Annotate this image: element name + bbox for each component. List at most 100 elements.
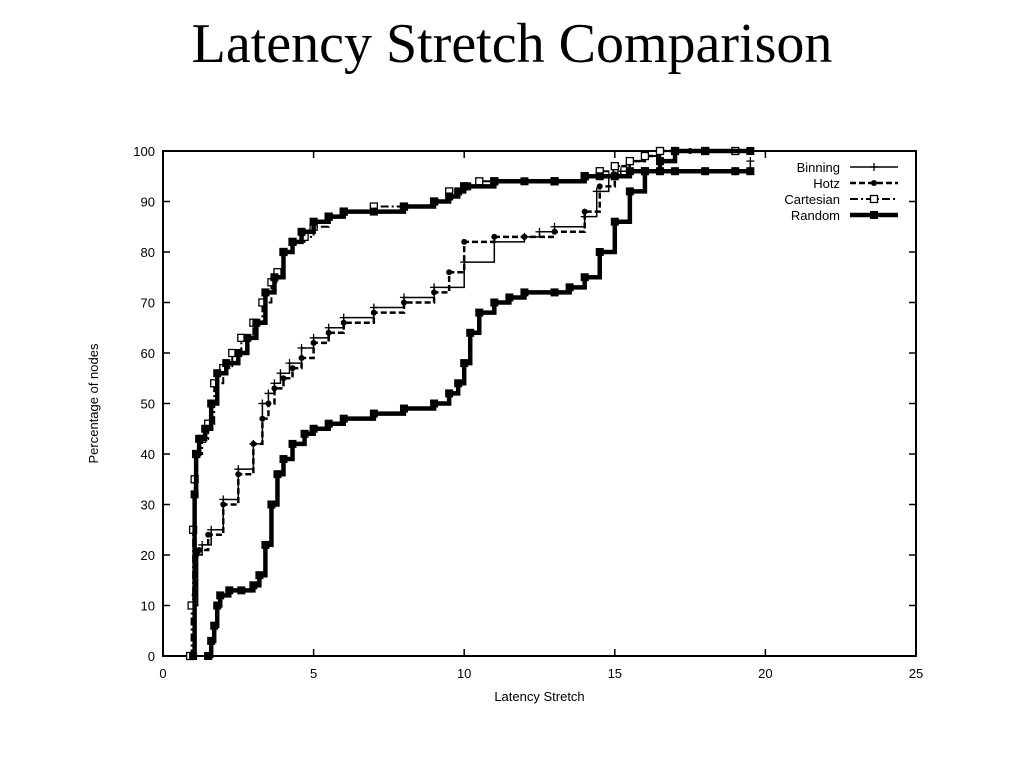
data-point	[520, 288, 529, 297]
data-point	[466, 328, 475, 337]
x-tick-label: 20	[758, 666, 772, 681]
y-tick-label: 90	[141, 195, 155, 210]
x-tick-label: 25	[909, 666, 923, 681]
data-point	[431, 289, 438, 296]
data-point	[445, 389, 454, 398]
data-point	[340, 319, 347, 326]
x-tick-label: 15	[608, 666, 622, 681]
data-point	[339, 207, 348, 216]
data-point	[252, 318, 261, 327]
data-point	[189, 652, 198, 660]
y-tick-label: 0	[148, 649, 155, 664]
slide-title: Latency Stretch Comparison	[191, 13, 833, 75]
data-point	[279, 248, 288, 256]
data-point	[463, 182, 472, 191]
data-point	[273, 470, 282, 479]
data-point	[235, 471, 242, 478]
data-point	[220, 501, 227, 508]
data-point	[869, 194, 879, 204]
legend-label: Cartesian	[784, 192, 840, 207]
data-point	[655, 157, 664, 166]
data-point	[445, 192, 454, 201]
data-point	[565, 283, 574, 292]
data-point	[369, 409, 378, 418]
data-point	[731, 167, 740, 176]
y-tick-label: 10	[141, 599, 155, 614]
data-point	[297, 227, 306, 236]
data-point	[610, 172, 619, 181]
data-point	[280, 375, 287, 382]
data-point	[595, 248, 604, 256]
data-point	[216, 591, 225, 600]
data-point	[289, 365, 296, 372]
data-point	[701, 147, 710, 155]
data-point	[310, 339, 317, 346]
data-point	[243, 333, 252, 342]
data-point	[701, 167, 710, 176]
data-point	[550, 288, 559, 297]
plot-frame	[162, 150, 917, 657]
data-point	[399, 404, 408, 413]
data-point	[640, 151, 650, 161]
y-axis-label: Percentage of nodes	[86, 343, 101, 463]
data-point	[259, 415, 266, 422]
data-point	[475, 308, 484, 317]
series-binning	[189, 157, 755, 660]
data-point	[671, 147, 680, 155]
data-point	[222, 359, 231, 368]
data-point	[460, 359, 469, 368]
data-point	[207, 636, 216, 645]
data-point	[279, 455, 288, 464]
data-point	[610, 161, 619, 171]
data-point	[870, 211, 878, 219]
data-point	[610, 217, 619, 226]
series-line	[190, 150, 736, 657]
plot-area	[162, 150, 917, 657]
data-point	[237, 586, 246, 595]
data-point	[325, 329, 332, 336]
legend-label: Binning	[797, 160, 840, 175]
data-point	[505, 293, 514, 302]
data-point	[595, 172, 604, 181]
data-point	[190, 490, 199, 499]
data-point	[192, 450, 201, 458]
data-point	[300, 429, 309, 438]
legend-label: Random	[791, 208, 840, 223]
x-tick-label: 10	[457, 666, 471, 681]
y-tick-label: 100	[133, 144, 155, 159]
x-tick-label: 5	[310, 666, 317, 681]
series-random	[189, 167, 755, 660]
data-point	[204, 652, 213, 660]
data-point	[746, 147, 755, 155]
data-point	[250, 440, 257, 447]
data-point	[324, 419, 333, 428]
data-point	[309, 217, 318, 226]
data-point	[521, 233, 528, 240]
data-point	[261, 288, 270, 297]
data-point	[581, 208, 588, 215]
data-point	[265, 400, 272, 407]
data-point	[288, 237, 297, 246]
data-point	[520, 177, 529, 186]
data-point	[369, 207, 378, 216]
data-point	[454, 187, 463, 196]
data-point	[871, 180, 877, 186]
data-point	[446, 269, 453, 276]
series-random-2	[204, 147, 755, 660]
data-point	[271, 385, 278, 392]
data-point	[255, 571, 264, 580]
data-point	[746, 167, 755, 176]
data-point	[213, 369, 222, 378]
data-point	[625, 167, 634, 176]
data-point	[309, 424, 318, 433]
y-tick-label: 50	[141, 397, 155, 412]
x-tick-label: 0	[159, 666, 166, 681]
data-point	[225, 586, 234, 595]
y-tick-label: 70	[141, 296, 155, 311]
data-point	[399, 202, 408, 211]
data-point	[671, 167, 680, 176]
y-tick-label: 20	[141, 548, 155, 563]
data-point	[324, 212, 333, 221]
series-line	[192, 168, 751, 659]
